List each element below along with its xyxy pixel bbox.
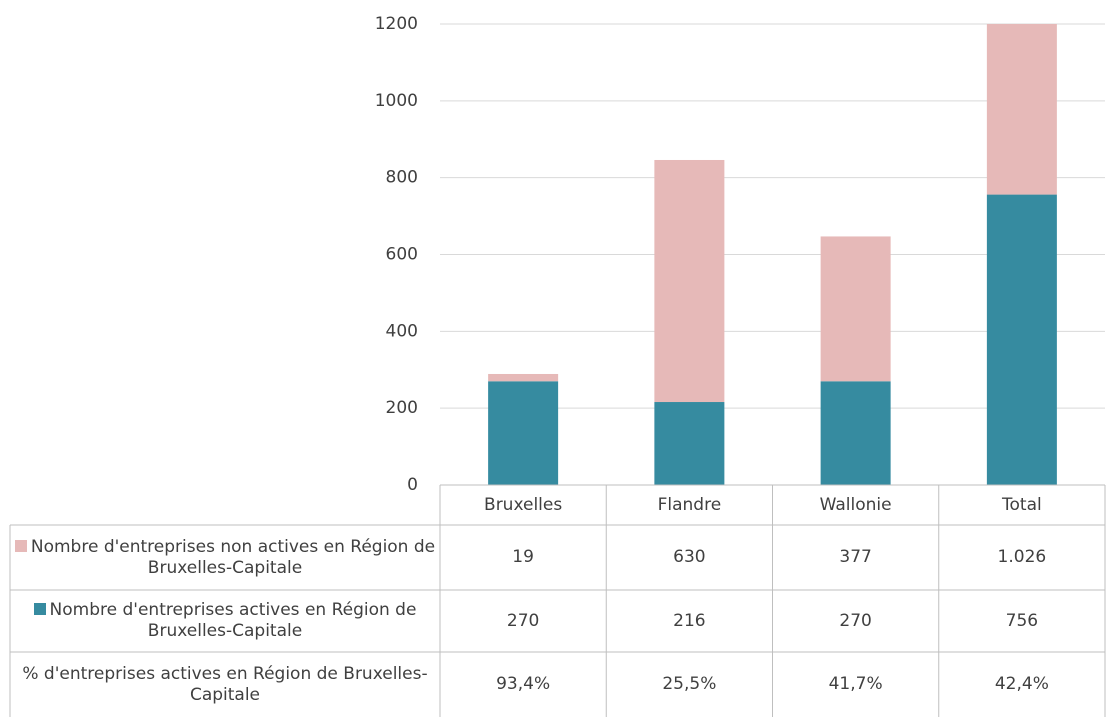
table-value: 630 xyxy=(673,547,706,567)
table-value: 270 xyxy=(506,610,540,631)
table-value: 270 xyxy=(839,610,872,631)
bar xyxy=(820,236,891,382)
table-value: 377 xyxy=(839,547,872,567)
legend-key xyxy=(33,603,46,615)
legend-entry: Nombre d'entreprises non actives en Régi… xyxy=(10,525,440,590)
table-value: 93,4% xyxy=(496,674,551,694)
table-value: 25,5% xyxy=(662,674,717,694)
x-tick-label: Wallonie xyxy=(819,494,892,515)
y-tick-label: 1200 xyxy=(375,14,418,34)
y-tick-label: 200 xyxy=(386,398,418,418)
table-value: 756 xyxy=(1005,610,1039,631)
bar xyxy=(488,381,559,485)
y-tick-label: 1000 xyxy=(375,91,418,111)
bar xyxy=(654,402,725,485)
legend-label: Nombre d'entreprises actives en Région d… xyxy=(49,600,417,641)
legend-label-wrap: Nombre d'entreprises actives en Région d… xyxy=(14,600,436,642)
y-tick-label: 600 xyxy=(386,245,418,265)
legend-key xyxy=(14,539,27,552)
table-value: 41,7% xyxy=(828,674,883,694)
y-tick-label: 400 xyxy=(386,321,418,341)
bar xyxy=(488,373,559,382)
bar xyxy=(654,159,725,403)
x-tick-label: Flandre xyxy=(657,494,722,515)
table-value: 19 xyxy=(512,547,534,567)
legend-label-wrap: % d'entreprises actives en Région de Bru… xyxy=(14,664,436,706)
bar xyxy=(986,194,1057,485)
y-tick-label: 0 xyxy=(407,475,418,495)
bar xyxy=(820,381,891,485)
table-value: 1.026 xyxy=(997,547,1047,567)
legend-label: % d'entreprises actives en Région de Bru… xyxy=(22,663,428,705)
x-tick-label: Bruxelles xyxy=(484,494,563,515)
legend-label-wrap: Nombre d'entreprises non actives en Régi… xyxy=(14,537,436,579)
legend-entry: % d'entreprises actives en Région de Bru… xyxy=(10,652,440,717)
bar xyxy=(986,24,1057,195)
table-value: 42,4% xyxy=(994,674,1049,694)
legend-label: Nombre d'entreprises non actives en Régi… xyxy=(30,536,436,578)
x-tick-label: Total xyxy=(1002,494,1042,515)
table-value: 216 xyxy=(673,610,706,631)
legend-entry: Nombre d'entreprises actives en Région d… xyxy=(10,590,440,652)
y-tick-label: 800 xyxy=(386,168,418,188)
